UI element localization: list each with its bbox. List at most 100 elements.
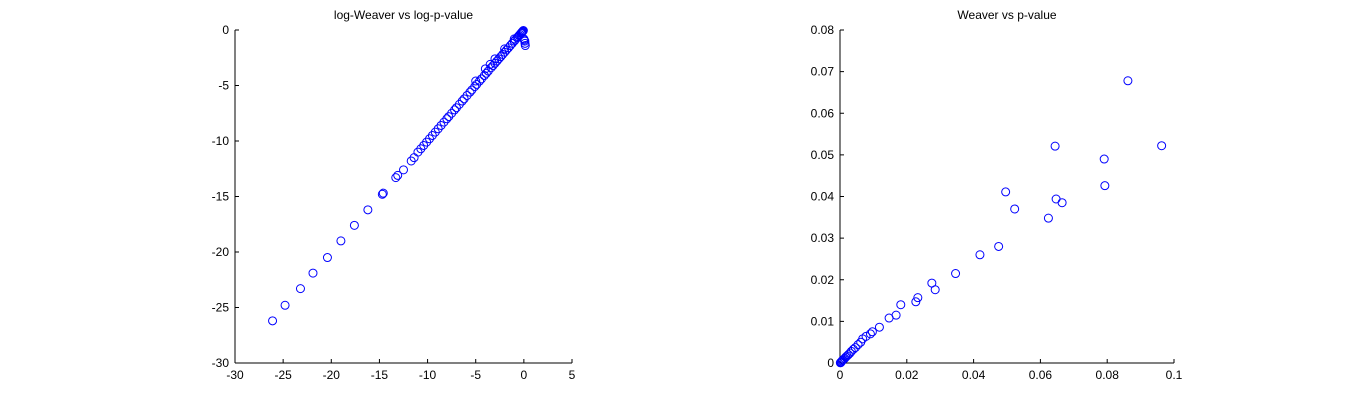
data-point — [430, 127, 440, 137]
data-point — [422, 137, 432, 147]
x-tick-label: 0.02 — [895, 368, 919, 382]
chart-title: Weaver vs p-value — [957, 8, 1056, 22]
data-point — [377, 189, 387, 199]
data-point — [444, 112, 454, 122]
x-tick-label: -30 — [226, 368, 244, 382]
data-point — [509, 34, 519, 44]
data-point — [1057, 198, 1067, 208]
y-tick-label: -5 — [218, 79, 229, 93]
data-point — [480, 64, 490, 74]
data-point — [994, 241, 1004, 251]
x-tick-label: -20 — [323, 368, 341, 382]
x-tick-label: 0 — [837, 368, 844, 382]
data-point — [500, 44, 510, 54]
data-point — [467, 85, 477, 95]
y-tick-label: -10 — [212, 134, 230, 148]
data-point — [472, 79, 482, 89]
y-tick-label: 0.04 — [811, 190, 835, 204]
data-point — [295, 284, 305, 294]
chart-weaver-vs-p-value: Weaver vs p-value 0 0.02 0.04 0.06 0.08 0.1 0 0… — [811, 8, 1183, 382]
data-point — [865, 329, 875, 339]
y-tick-label: -20 — [212, 245, 230, 259]
x-tick-label: -5 — [470, 368, 481, 382]
data-point — [427, 130, 437, 140]
data-point — [413, 147, 423, 157]
data-point — [1051, 194, 1061, 204]
data-point — [1050, 141, 1060, 151]
data-point — [433, 124, 443, 134]
chart-log-weaver-vs-log-p-value: log-Weaver vs log-p-value -30 -25 -20 -15 -1… — [212, 8, 576, 382]
data-point — [378, 188, 388, 198]
data-point — [322, 253, 332, 263]
data-point — [349, 220, 359, 230]
data-point — [1099, 154, 1109, 164]
data-point — [470, 82, 480, 92]
data-point — [450, 105, 460, 115]
data-point — [399, 165, 408, 175]
x-tick-label: -25 — [274, 368, 292, 382]
data-point — [451, 103, 461, 113]
data-point — [884, 313, 894, 323]
data-point — [391, 173, 401, 183]
y-tick-label: 0.02 — [811, 273, 835, 287]
data-point — [471, 76, 481, 86]
data-point — [447, 108, 457, 118]
data-point — [1043, 213, 1053, 223]
data-point — [481, 68, 491, 78]
data-point — [439, 117, 449, 127]
data-point — [336, 236, 346, 246]
x-tick-label: 0.04 — [962, 368, 986, 382]
y-tick-label: 0.08 — [811, 23, 835, 37]
data-point — [363, 205, 373, 215]
data-point — [867, 327, 877, 337]
data-point — [1100, 181, 1110, 191]
data-point — [280, 300, 290, 310]
data-point — [896, 300, 906, 310]
data-point — [462, 90, 472, 100]
data-point — [975, 250, 985, 260]
x-tick-label: -15 — [371, 368, 389, 382]
data-point — [268, 316, 278, 326]
y-tick-label: 0.05 — [811, 148, 835, 162]
data-point — [838, 355, 848, 365]
data-point — [913, 293, 923, 303]
x-tick-label: 5 — [569, 368, 576, 382]
data-point — [308, 268, 318, 278]
data-point — [416, 144, 426, 154]
data-point — [1001, 187, 1011, 197]
data-point — [835, 358, 845, 368]
y-tick-label: 0.07 — [811, 65, 835, 79]
data-point — [419, 140, 429, 150]
x-tick-label: 0.08 — [1096, 368, 1120, 382]
x-tick-label: 0 — [521, 368, 528, 382]
y-tick-label: 0 — [222, 23, 229, 37]
y-tick-label: -25 — [212, 301, 230, 315]
data-point — [406, 156, 416, 166]
x-tick-label: -10 — [419, 368, 437, 382]
y-tick-label: 0.03 — [811, 231, 835, 245]
data-point — [856, 337, 866, 347]
data-point — [951, 269, 961, 279]
data-point — [520, 41, 530, 51]
data-point — [436, 120, 446, 130]
data-point — [483, 66, 493, 76]
data-point — [454, 99, 464, 109]
data-point — [442, 114, 452, 124]
x-tick-label: 0.1 — [1166, 368, 1183, 382]
data-point — [485, 59, 495, 69]
data-point — [837, 356, 847, 366]
data-point — [459, 94, 469, 104]
data-point — [424, 134, 434, 144]
y-tick-label: 0.06 — [811, 106, 835, 120]
data-point — [465, 87, 475, 97]
data-point — [911, 297, 921, 307]
y-tick-label: -15 — [212, 190, 230, 204]
data-point — [930, 285, 940, 295]
y-tick-label: -30 — [212, 356, 230, 370]
data-point — [1157, 141, 1167, 151]
data-point — [1010, 204, 1020, 214]
data-point — [490, 54, 500, 64]
x-tick-label: 0.06 — [1029, 368, 1053, 382]
data-point — [507, 38, 517, 48]
